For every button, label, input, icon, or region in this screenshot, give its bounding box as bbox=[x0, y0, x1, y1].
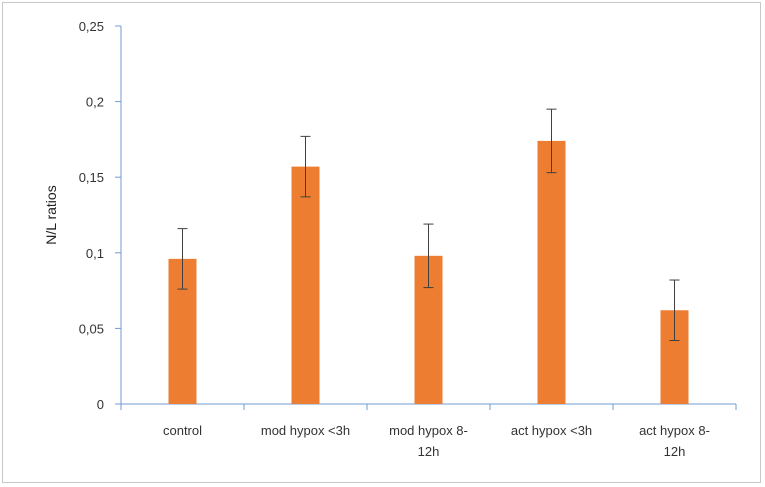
y-tick-label: 0,25 bbox=[79, 19, 104, 34]
y-axis-title: N/L ratios bbox=[43, 185, 59, 244]
y-tick-label: 0,2 bbox=[86, 95, 104, 110]
category-label: act hypox <3h bbox=[511, 423, 592, 438]
y-tick-label: 0,15 bbox=[79, 170, 104, 185]
error-bars bbox=[177, 108, 680, 341]
bars bbox=[168, 140, 689, 405]
category-label: mod hypox 8-12h bbox=[389, 423, 468, 459]
chart-frame bbox=[2, 2, 761, 483]
y-tick-label: 0,1 bbox=[86, 246, 104, 261]
category-label: act hypox 8-12h bbox=[639, 423, 710, 459]
bar bbox=[537, 140, 566, 405]
y-tick-labels: 0 0,05 0,1 0,15 0,2 0,25 bbox=[79, 19, 104, 412]
category-label: control bbox=[163, 423, 202, 438]
bar bbox=[291, 166, 320, 404]
category-labels: control mod hypox <3h mod hypox 8-12h act h… bbox=[163, 423, 710, 459]
y-tick-label: 0 bbox=[97, 397, 104, 412]
y-tick-label: 0,05 bbox=[79, 321, 104, 336]
category-label: mod hypox <3h bbox=[261, 423, 350, 438]
